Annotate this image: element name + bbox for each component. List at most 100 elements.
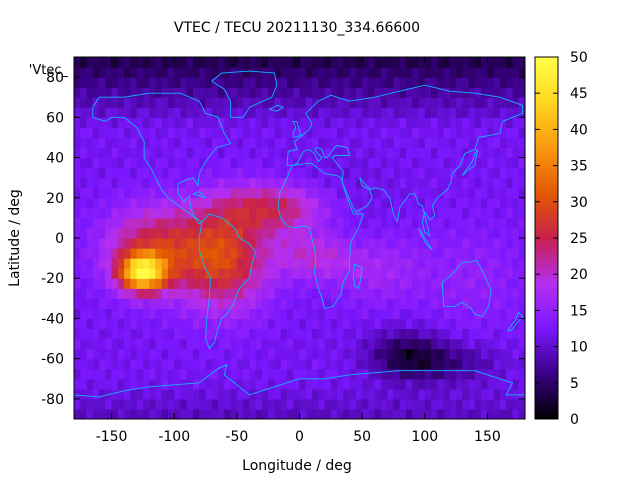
heatmap-cell bbox=[324, 147, 332, 159]
heatmap-cell bbox=[274, 338, 282, 350]
heatmap-cell bbox=[86, 268, 94, 279]
heatmap-cell bbox=[105, 187, 113, 199]
heatmap-cell bbox=[437, 67, 445, 78]
heatmap-cell bbox=[255, 67, 263, 78]
heatmap-cell bbox=[199, 137, 207, 149]
heatmap-cell bbox=[255, 177, 263, 189]
colorbar-tick-label: 50 bbox=[570, 50, 588, 66]
heatmap-cell bbox=[443, 227, 451, 239]
heatmap-cell bbox=[268, 368, 276, 380]
heatmap-cell bbox=[443, 248, 451, 259]
heatmap-cell bbox=[268, 107, 276, 118]
heatmap-cell bbox=[499, 137, 507, 149]
heatmap-cell bbox=[117, 298, 125, 309]
heatmap-cell bbox=[368, 258, 376, 269]
heatmap-cell bbox=[443, 408, 451, 419]
heatmap-cell bbox=[155, 227, 163, 239]
heatmap-cell bbox=[330, 217, 338, 229]
heatmap-cell bbox=[380, 288, 388, 299]
heatmap-cell bbox=[468, 298, 476, 309]
heatmap-cell bbox=[255, 368, 263, 380]
heatmap-cell bbox=[424, 278, 432, 289]
heatmap-cell bbox=[255, 107, 263, 118]
heatmap-cell bbox=[424, 258, 432, 269]
heatmap-cell bbox=[299, 338, 307, 350]
heatmap-cell bbox=[155, 67, 163, 78]
heatmap-cell bbox=[518, 177, 525, 189]
heatmap-cell bbox=[443, 137, 451, 149]
heatmap-cell bbox=[506, 238, 514, 249]
heatmap-cell bbox=[518, 378, 525, 390]
heatmap-cell bbox=[274, 187, 282, 199]
heatmap-cell bbox=[155, 217, 163, 229]
heatmap-cell bbox=[431, 298, 438, 309]
heatmap-cell bbox=[312, 368, 319, 380]
heatmap-cell bbox=[261, 187, 269, 199]
heatmap-cell bbox=[387, 378, 395, 390]
heatmap-cell bbox=[236, 197, 244, 209]
heatmap-cell bbox=[80, 388, 88, 400]
heatmap-cell bbox=[462, 107, 470, 118]
heatmap-cell bbox=[474, 378, 482, 390]
heatmap-cell bbox=[155, 348, 163, 360]
heatmap-cell bbox=[167, 97, 175, 108]
heatmap-cell bbox=[337, 328, 344, 340]
heatmap-cell bbox=[86, 388, 94, 400]
heatmap-cell bbox=[86, 97, 94, 108]
heatmap-cell bbox=[230, 157, 238, 169]
heatmap-cell bbox=[255, 388, 263, 400]
heatmap-cell bbox=[449, 147, 457, 159]
heatmap-cell bbox=[99, 328, 106, 340]
heatmap-cell bbox=[155, 368, 163, 380]
heatmap-cell bbox=[418, 338, 426, 350]
heatmap-cell bbox=[343, 348, 351, 360]
heatmap-cell bbox=[105, 338, 113, 350]
heatmap-cell bbox=[418, 288, 426, 299]
heatmap-cell bbox=[86, 378, 94, 390]
heatmap-cell bbox=[174, 137, 182, 149]
heatmap-cell bbox=[136, 278, 144, 289]
heatmap-cell bbox=[230, 238, 238, 249]
heatmap-cell bbox=[362, 348, 369, 360]
heatmap-cell bbox=[305, 127, 313, 139]
heatmap-cell bbox=[117, 368, 125, 380]
heatmap-cell bbox=[481, 398, 489, 410]
heatmap-cell bbox=[261, 258, 269, 269]
heatmap-cell bbox=[387, 398, 395, 410]
heatmap-cell bbox=[349, 107, 357, 118]
heatmap-cell bbox=[268, 278, 276, 289]
heatmap-cell bbox=[506, 167, 514, 179]
heatmap-cell bbox=[130, 348, 138, 360]
heatmap-cell bbox=[343, 107, 351, 118]
heatmap-cell bbox=[474, 368, 482, 380]
heatmap-cell bbox=[111, 368, 119, 380]
heatmap-cell bbox=[299, 258, 307, 269]
heatmap-cell bbox=[274, 248, 282, 259]
heatmap-cell bbox=[474, 268, 482, 279]
heatmap-cell bbox=[280, 197, 288, 209]
heatmap-cell bbox=[512, 408, 520, 419]
heatmap-cell bbox=[312, 67, 319, 78]
heatmap-cell bbox=[418, 278, 426, 289]
x-tick-label: -50 bbox=[225, 429, 248, 445]
heatmap-cell bbox=[337, 408, 344, 419]
heatmap-cell bbox=[249, 308, 257, 320]
heatmap-cell bbox=[330, 368, 338, 380]
heatmap-cell bbox=[393, 187, 401, 199]
heatmap-cell bbox=[380, 308, 388, 320]
heatmap-cell bbox=[167, 318, 175, 330]
heatmap-cell bbox=[86, 238, 94, 249]
heatmap-cell bbox=[174, 117, 182, 128]
heatmap-cell bbox=[80, 67, 88, 78]
heatmap-cell bbox=[249, 167, 257, 179]
heatmap-cell bbox=[136, 177, 144, 189]
heatmap-cell bbox=[274, 388, 282, 400]
heatmap-cell bbox=[218, 378, 225, 390]
heatmap-cell bbox=[236, 318, 244, 330]
heatmap-cell bbox=[318, 248, 326, 259]
heatmap-cell bbox=[117, 288, 125, 299]
heatmap-cell bbox=[136, 318, 144, 330]
heatmap-cell bbox=[324, 227, 332, 239]
heatmap-cell bbox=[518, 268, 525, 279]
